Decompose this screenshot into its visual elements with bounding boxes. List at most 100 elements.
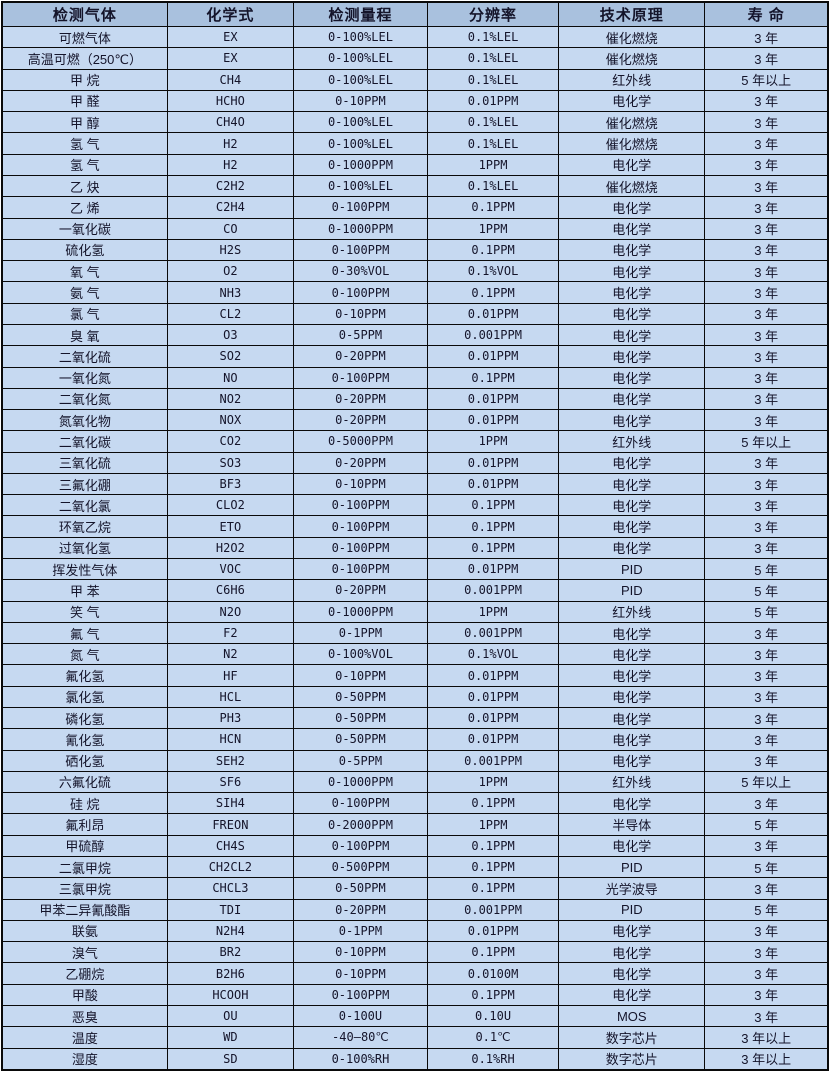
table-row: 甲 烷 CH4 0-100%LEL 0.1%LEL 红外线 5 年以上	[1, 68, 829, 91]
cell-detection-range: 0-100U	[293, 1004, 428, 1028]
cell-chemical-formula: NOX	[166, 409, 295, 432]
cell-gas-name: 一氧化氮	[1, 366, 168, 389]
cell-detection-range: 0-1000PPM	[293, 217, 428, 240]
cell-lifespan: 3 年	[704, 962, 829, 985]
cell-gas-name: 氮 气	[1, 643, 168, 666]
cell-tech-principle: PID	[558, 898, 706, 921]
cell-gas-name: 二氧化硫	[1, 345, 168, 368]
cell-resolution: 0.1PPM	[426, 877, 560, 900]
cell-lifespan: 3 年	[704, 877, 829, 900]
cell-gas-name: 可燃气体	[1, 25, 168, 49]
cell-gas-name: 过氧化氢	[1, 536, 168, 560]
cell-detection-range: 0-100PPM	[293, 238, 428, 262]
cell-detection-range: 0-100%LEL	[293, 111, 428, 134]
cell-resolution: 0.1PPM	[426, 983, 560, 1006]
cell-detection-range: 0-20PPM	[293, 409, 428, 432]
table-row: 氧 气 O2 0-30%VOL 0.1%VOL 电化学 3 年	[1, 260, 829, 283]
cell-gas-name: 氢 气	[1, 132, 168, 155]
cell-detection-range: 0-1PPM	[293, 621, 428, 645]
cell-detection-range: 0-20PPM	[293, 898, 428, 921]
cell-lifespan: 5 年以上	[704, 770, 829, 794]
cell-detection-range: 0-10PPM	[293, 664, 428, 687]
table-row: 甲硫醇 CH4S 0-100PPM 0.1PPM 电化学 3 年	[1, 834, 829, 857]
cell-resolution: 0.01PPM	[426, 345, 560, 368]
cell-gas-name: 氰化氢	[1, 728, 168, 751]
cell-resolution: 0.1PPM	[426, 494, 560, 517]
cell-gas-name: 二氧化氯	[1, 494, 168, 517]
cell-lifespan: 3 年	[704, 451, 829, 474]
cell-lifespan: 3 年	[704, 536, 829, 560]
cell-detection-range: 0-100PPM	[293, 494, 428, 517]
cell-tech-principle: 电化学	[558, 685, 706, 709]
cell-tech-principle: 电化学	[558, 941, 706, 964]
cell-tech-principle: 电化学	[558, 706, 706, 730]
cell-lifespan: 3 年	[704, 472, 829, 496]
cell-resolution: 0.1PPM	[426, 941, 560, 964]
cell-chemical-formula: NH3	[166, 281, 295, 304]
cell-gas-name: 联氨	[1, 919, 168, 943]
cell-resolution: 0.01PPM	[426, 89, 560, 113]
column-header-tech-principle: 技术原理	[558, 1, 706, 27]
cell-tech-principle: 催化燃烧	[558, 25, 706, 49]
cell-tech-principle: 电化学	[558, 89, 706, 113]
column-header-lifespan: 寿 命	[704, 1, 829, 27]
table-row: 硫化氢 H2S 0-100PPM 0.1PPM 电化学 3 年	[1, 238, 829, 262]
cell-chemical-formula: H2	[166, 153, 295, 176]
cell-tech-principle: 电化学	[558, 345, 706, 368]
cell-resolution: 0.1%LEL	[426, 132, 560, 155]
table-row: 乙硼烷 B2H6 0-10PPM 0.0100M 电化学 3 年	[1, 962, 829, 985]
cell-gas-name: 硒化氢	[1, 749, 168, 772]
cell-tech-principle: PID	[558, 579, 706, 602]
table-row: 氯化氢 HCL 0-50PPM 0.01PPM 电化学 3 年	[1, 685, 829, 709]
cell-lifespan: 3 年	[704, 494, 829, 517]
cell-tech-principle: 光学波导	[558, 877, 706, 900]
cell-detection-range: 0-10PPM	[293, 472, 428, 496]
cell-detection-range: 0-100PPM	[293, 366, 428, 389]
cell-tech-principle: 数字芯片	[558, 1047, 706, 1071]
cell-gas-name: 氯 气	[1, 302, 168, 325]
cell-detection-range: -40—80℃	[293, 1026, 428, 1049]
cell-lifespan: 3 年	[704, 111, 829, 134]
cell-resolution: 1PPM	[426, 430, 560, 453]
cell-tech-principle: 电化学	[558, 196, 706, 219]
cell-lifespan: 3 年以上	[704, 1026, 829, 1049]
cell-detection-range: 0-30%VOL	[293, 260, 428, 283]
cell-lifespan: 3 年	[704, 323, 829, 347]
cell-chemical-formula: EX	[166, 47, 295, 70]
cell-lifespan: 3 年	[704, 153, 829, 176]
cell-tech-principle: 电化学	[558, 472, 706, 496]
table-row: 甲 醛 HCHO 0-10PPM 0.01PPM 电化学 3 年	[1, 89, 829, 113]
cell-detection-range: 0-10PPM	[293, 89, 428, 113]
cell-lifespan: 5 年	[704, 579, 829, 602]
cell-resolution: 0.01PPM	[426, 409, 560, 432]
cell-chemical-formula: CH4	[166, 68, 295, 91]
cell-tech-principle: 电化学	[558, 983, 706, 1006]
cell-chemical-formula: N2	[166, 643, 295, 666]
cell-resolution: 0.01PPM	[426, 558, 560, 581]
cell-tech-principle: 电化学	[558, 302, 706, 325]
cell-resolution: 0.01PPM	[426, 685, 560, 709]
cell-chemical-formula: SF6	[166, 770, 295, 794]
cell-resolution: 0.1%VOL	[426, 643, 560, 666]
cell-lifespan: 3 年	[704, 238, 829, 262]
cell-tech-principle: PID	[558, 558, 706, 581]
cell-lifespan: 3 年	[704, 47, 829, 70]
cell-detection-range: 0-100PPM	[293, 834, 428, 857]
table-row: 三氧化硫 SO3 0-20PPM 0.01PPM 电化学 3 年	[1, 451, 829, 474]
cell-detection-range: 0-100%LEL	[293, 174, 428, 198]
cell-tech-principle: 电化学	[558, 621, 706, 645]
cell-tech-principle: 电化学	[558, 387, 706, 411]
cell-tech-principle: 电化学	[558, 834, 706, 857]
cell-gas-name: 湿度	[1, 1047, 168, 1071]
cell-lifespan: 3 年	[704, 387, 829, 411]
table-row: 硅 烷 SIH4 0-100PPM 0.1PPM 电化学 3 年	[1, 792, 829, 815]
cell-gas-name: 二氯甲烷	[1, 855, 168, 879]
cell-resolution: 0.1%VOL	[426, 260, 560, 283]
cell-resolution: 0.1PPM	[426, 536, 560, 560]
cell-chemical-formula: H2S	[166, 238, 295, 262]
cell-detection-range: 0-100%LEL	[293, 25, 428, 49]
cell-detection-range: 0-100PPM	[293, 515, 428, 538]
table-row: 臭 氧 O3 0-5PPM 0.001PPM 电化学 3 年	[1, 323, 829, 347]
cell-detection-range: 0-50PPM	[293, 685, 428, 709]
cell-resolution: 0.1PPM	[426, 366, 560, 389]
